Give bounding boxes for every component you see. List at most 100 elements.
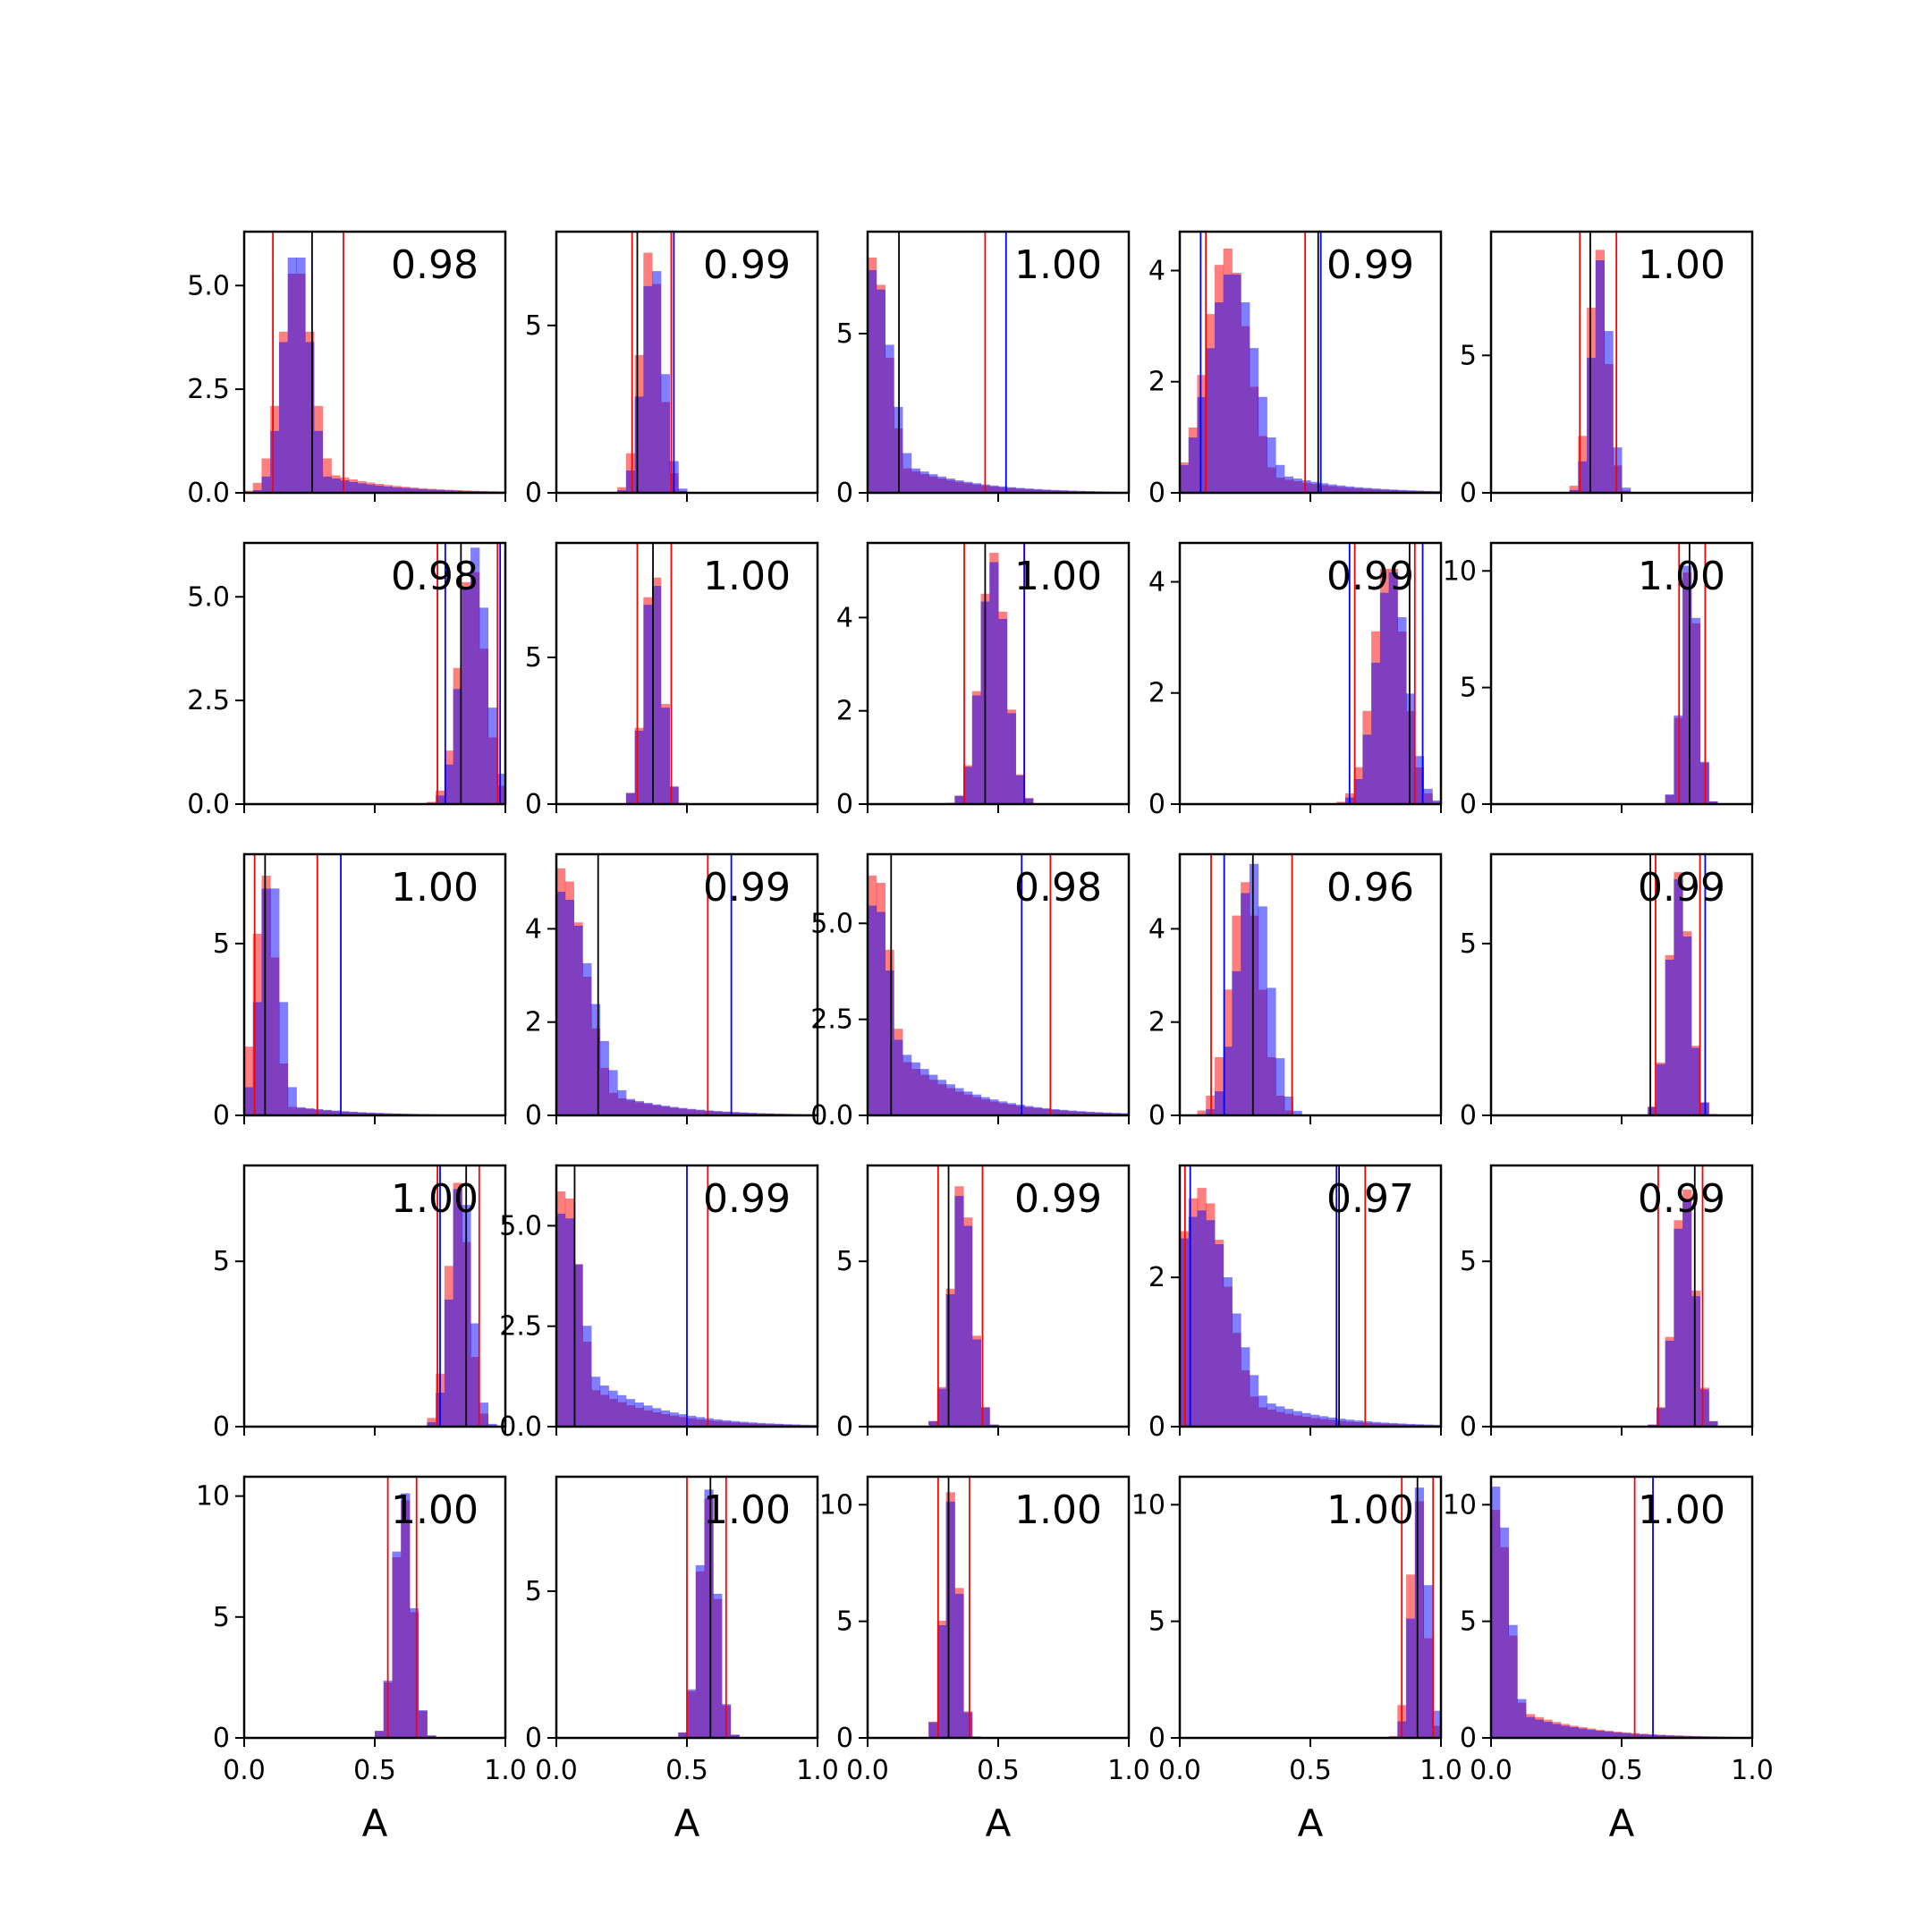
hist-bar-overlap (894, 1039, 903, 1115)
y-tick-label: 5 (525, 310, 542, 342)
hist-bar-red (436, 790, 445, 796)
hist-bar-overlap (1622, 1733, 1631, 1738)
hist-bar-overlap (1423, 792, 1433, 804)
y-tick-label: 2.5 (187, 685, 230, 716)
panel-annotation: 0.99 (703, 242, 791, 288)
hist-bar-overlap (1414, 767, 1425, 804)
hist-bar-red (936, 1621, 947, 1625)
hist-bar-blue (678, 488, 688, 491)
hist-bar-overlap (496, 785, 505, 804)
hist-bar-overlap (1423, 1638, 1433, 1738)
hist-bar-blue (1362, 1421, 1372, 1423)
hist-bar-blue (1024, 1106, 1034, 1107)
y-tick-label: 0.0 (499, 1411, 542, 1443)
y-tick-label: 4 (1148, 255, 1165, 286)
hist-bar-overlap (748, 1423, 758, 1427)
hist-bar-overlap (954, 1091, 964, 1115)
hist-bar-blue (1353, 487, 1363, 488)
hist-bar-blue (1318, 483, 1328, 486)
hist-bar-blue (1336, 485, 1346, 487)
hist-bar-red (954, 1588, 964, 1594)
hist-bar-blue (1275, 1406, 1285, 1412)
hist-bar-overlap (244, 1087, 254, 1115)
hist-bar-overlap (608, 1092, 618, 1115)
y-tick-label: 0 (836, 789, 853, 820)
panel-annotation: 0.99 (1638, 865, 1725, 911)
hist-bar-overlap (704, 1110, 714, 1115)
hist-bar-overlap (436, 795, 445, 804)
hist-bar-blue (617, 1394, 627, 1402)
hist-bar-blue (660, 374, 671, 402)
hist-bar-overlap (1379, 592, 1390, 804)
hist-bar-overlap (652, 1411, 662, 1427)
hist-bar-red (998, 611, 1008, 619)
hist-bar-overlap (1414, 1501, 1425, 1738)
hist-bar-overlap (928, 1420, 938, 1427)
y-tick-label: 0 (1460, 1411, 1477, 1443)
hist-bar-red (418, 487, 428, 489)
hist-bar-overlap (1249, 386, 1259, 493)
hist-bar-blue (1267, 987, 1276, 1057)
hist-bar-red (894, 1029, 903, 1040)
hist-bar-overlap (278, 342, 289, 493)
hist-bar-overlap (375, 485, 385, 493)
hist-bar-blue (756, 1422, 767, 1424)
hist-bar-red (453, 1182, 462, 1190)
hist-bar-overlap (971, 1339, 982, 1427)
hist-bar-overlap (1258, 989, 1267, 1115)
hist-bar-blue (496, 774, 505, 786)
hist-bar-overlap (1665, 1340, 1674, 1427)
hist-bar-red (564, 1199, 574, 1219)
hist-bar-overlap (617, 490, 627, 493)
hist-bar-blue (1344, 1419, 1355, 1422)
hist-bar-red (1214, 265, 1224, 303)
hist-bar-overlap (1371, 489, 1381, 493)
hist-bar-red (1587, 1728, 1597, 1730)
hist-bar-overlap (739, 1113, 749, 1115)
hist-bar-overlap (1284, 479, 1294, 493)
hist-bar-red (1206, 1203, 1216, 1221)
hist-bar-overlap (1249, 915, 1259, 1115)
hist-bar-red (1362, 710, 1372, 735)
hist-bar-red (1690, 1290, 1701, 1297)
hist-bar-red (971, 691, 982, 696)
hist-bar-overlap (1301, 1416, 1311, 1427)
histogram-panel-4-4: 020.97 (1148, 1164, 1443, 1443)
hist-bar-blue (392, 1551, 402, 1557)
plot-area (556, 1165, 818, 1427)
hist-bar-overlap (998, 1103, 1008, 1115)
hist-bar-blue (919, 1069, 929, 1075)
hist-bar-blue (1604, 331, 1614, 365)
panel-annotation: 0.97 (1326, 1176, 1414, 1222)
plot-area (919, 1477, 982, 1738)
hist-bar-blue (1622, 487, 1631, 491)
hist-bar-overlap (1682, 936, 1692, 1115)
y-tick-label: 5 (213, 1602, 230, 1633)
histogram-panel-3-4: 0 2 4 0.96 (1148, 852, 1443, 1131)
hist-bar-overlap (1318, 1419, 1328, 1427)
hist-bar-blue (322, 1109, 332, 1111)
hist-bar-red (1587, 308, 1597, 359)
hist-bar-blue (1690, 617, 1701, 623)
hist-bar-overlap (1050, 490, 1060, 493)
hist-bar-blue (678, 1107, 688, 1109)
y-tick-label: 0 (1148, 478, 1165, 509)
hist-bar-blue (1318, 1416, 1328, 1419)
hist-bar-overlap (885, 970, 894, 1115)
hist-bar-blue (704, 1418, 714, 1420)
hist-bar-blue (1362, 487, 1372, 489)
y-tick-label: 2 (1148, 367, 1165, 398)
hist-bar-overlap (1708, 801, 1718, 804)
hist-bar-overlap (1006, 1104, 1016, 1115)
hist-bar-overlap (1241, 1370, 1250, 1427)
hist-bar-blue (1371, 488, 1381, 490)
hist-bar-blue (902, 1055, 912, 1063)
hist-bar-overlap (748, 1113, 758, 1115)
x-tick-label: 0.0 (1158, 1755, 1201, 1786)
hist-bar-blue (625, 1399, 636, 1406)
x-tick-label: 1.0 (484, 1755, 527, 1786)
y-tick-label: 5.0 (187, 581, 230, 613)
hist-bar-overlap (261, 476, 271, 493)
y-tick-label: 5 (1460, 928, 1477, 960)
